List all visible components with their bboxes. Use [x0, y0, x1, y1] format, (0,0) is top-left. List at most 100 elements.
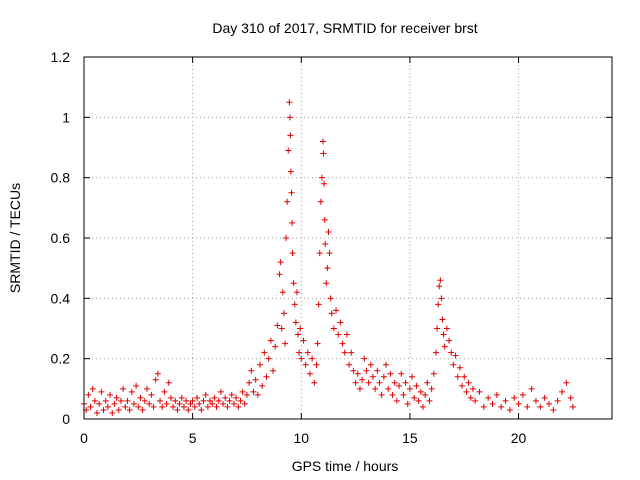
data-point	[448, 349, 455, 356]
data-point	[454, 373, 461, 380]
data-point	[469, 385, 476, 392]
data-point	[502, 397, 509, 404]
data-points	[81, 99, 576, 416]
data-point	[217, 388, 224, 395]
data-point	[104, 403, 111, 410]
data-point	[409, 373, 416, 380]
data-point	[485, 394, 492, 401]
data-point	[365, 379, 372, 386]
data-point	[354, 370, 361, 377]
data-point	[157, 397, 164, 404]
data-point	[111, 400, 118, 407]
data-point	[320, 150, 327, 157]
data-point	[261, 349, 268, 356]
data-point	[279, 289, 286, 296]
data-point	[380, 373, 387, 380]
data-point	[204, 403, 211, 410]
data-point	[272, 343, 279, 350]
data-point	[511, 394, 518, 401]
data-point	[257, 361, 263, 368]
data-point	[569, 403, 576, 410]
data-point	[296, 349, 303, 356]
data-point	[441, 343, 448, 350]
data-point	[265, 355, 272, 362]
data-point	[176, 400, 183, 407]
data-point	[433, 349, 439, 356]
data-point	[300, 337, 307, 344]
data-point	[250, 388, 257, 395]
data-point	[215, 397, 222, 404]
data-point	[202, 391, 209, 398]
data-point	[348, 349, 355, 356]
data-point	[263, 373, 270, 380]
data-point	[489, 400, 496, 407]
data-point	[321, 180, 328, 187]
data-point	[417, 388, 424, 395]
data-point	[438, 295, 445, 302]
data-point	[326, 250, 333, 257]
data-point	[396, 382, 403, 389]
data-point	[228, 391, 235, 398]
data-point	[109, 409, 116, 416]
data-point	[183, 397, 190, 404]
data-point	[341, 349, 348, 356]
data-point	[200, 397, 207, 404]
data-point	[322, 241, 329, 248]
data-point	[443, 325, 450, 332]
data-point	[139, 406, 146, 413]
data-point	[270, 367, 277, 374]
data-point	[226, 397, 233, 404]
data-point	[343, 331, 350, 338]
data-point	[428, 385, 435, 392]
data-point	[387, 370, 394, 377]
data-point	[278, 325, 285, 332]
data-point	[174, 406, 181, 413]
data-point	[424, 379, 431, 386]
data-point	[222, 394, 229, 401]
x-tick-label: 10	[293, 430, 309, 446]
data-point	[315, 301, 322, 308]
data-point	[237, 397, 244, 404]
data-point	[126, 406, 133, 413]
data-point	[150, 403, 157, 410]
data-point	[550, 406, 557, 413]
data-point	[393, 397, 400, 404]
data-point	[267, 337, 274, 344]
data-point	[124, 397, 131, 404]
data-point	[94, 409, 101, 416]
data-point	[89, 385, 96, 392]
data-point	[318, 174, 325, 181]
data-point	[367, 361, 374, 368]
data-point	[220, 400, 227, 407]
data-point	[328, 310, 335, 317]
data-point	[298, 355, 305, 362]
data-point	[241, 400, 248, 407]
data-point	[100, 406, 107, 413]
data-point	[178, 394, 185, 401]
data-point	[323, 280, 330, 287]
data-point	[324, 265, 331, 272]
data-point	[276, 271, 283, 278]
data-point	[541, 394, 548, 401]
data-point	[163, 400, 170, 407]
data-point	[289, 250, 296, 257]
data-point	[476, 388, 483, 395]
data-point	[335, 331, 342, 338]
data-point	[286, 114, 293, 121]
data-point	[554, 397, 561, 404]
data-point	[567, 394, 574, 401]
data-point	[295, 331, 302, 338]
data-point	[309, 355, 316, 362]
data-point	[325, 228, 332, 235]
data-point	[419, 403, 426, 410]
data-point	[148, 391, 155, 398]
data-point	[376, 379, 383, 386]
data-point	[316, 250, 323, 257]
data-point	[385, 385, 392, 392]
data-point	[356, 385, 363, 392]
data-point	[404, 400, 411, 407]
data-point	[198, 406, 205, 413]
data-point	[437, 277, 444, 284]
data-point	[290, 280, 297, 287]
